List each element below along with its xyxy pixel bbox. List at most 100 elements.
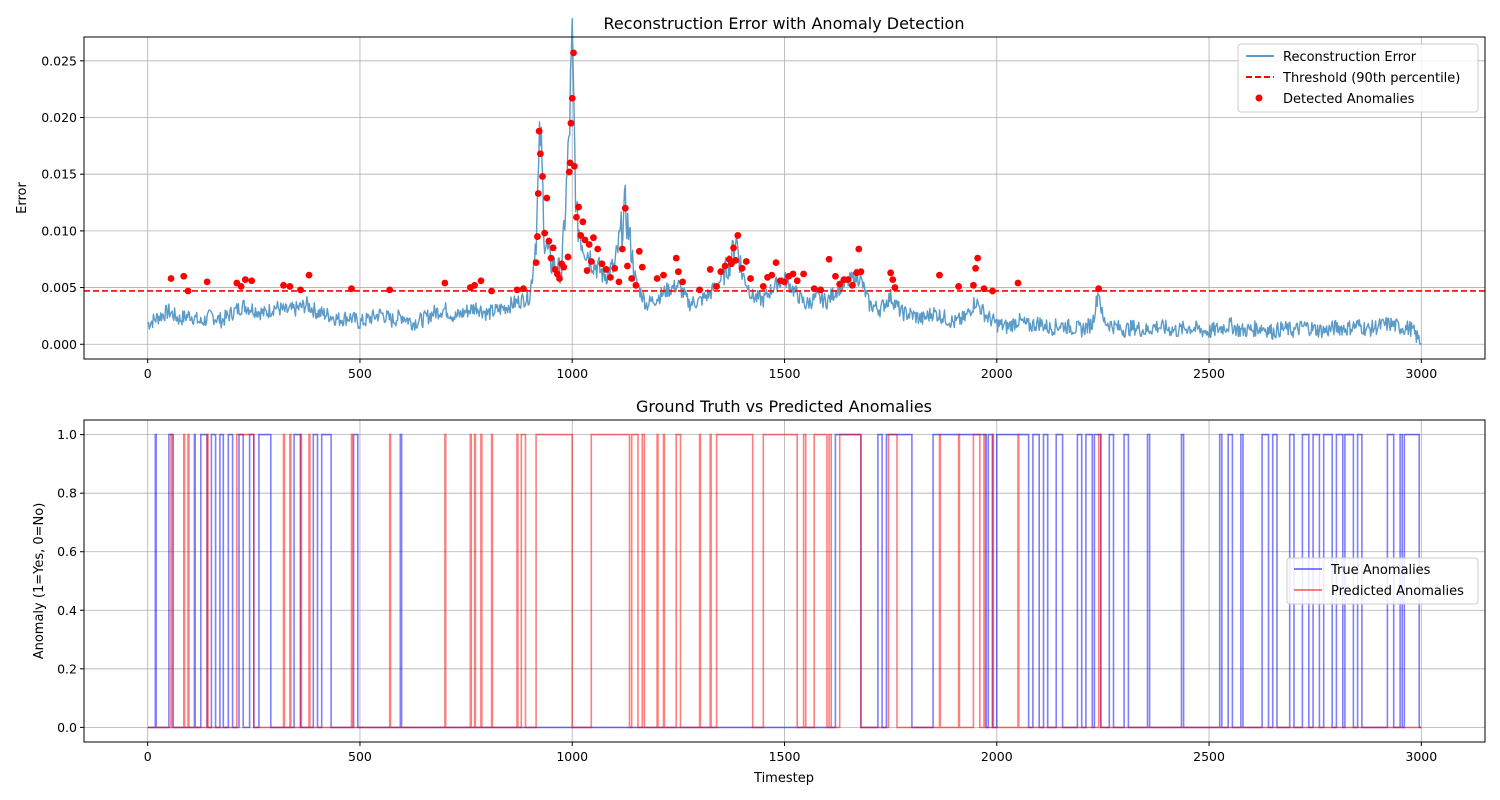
anomaly-point: [989, 287, 996, 295]
anomaly-point: [618, 245, 626, 253]
x-tick-label: 2500: [1193, 749, 1225, 764]
anomaly-point: [477, 277, 485, 285]
x-tick-label: 0: [144, 366, 152, 381]
anomaly-point: [638, 263, 646, 271]
x-tick-label: 1000: [556, 366, 588, 381]
anomaly-point: [305, 271, 313, 279]
anomaly-point: [955, 283, 962, 290]
y-tick-label: 0.005: [41, 280, 77, 295]
anomaly-point: [575, 203, 582, 211]
anomaly-point: [825, 255, 833, 263]
anomaly-point: [587, 258, 595, 265]
chart-title: Ground Truth vs Predicted Anomalies: [636, 397, 932, 416]
chart-title: Reconstruction Error with Anomaly Detect…: [604, 14, 965, 33]
y-axis-label: Error: [15, 182, 30, 214]
anomaly-point: [855, 245, 863, 253]
anomaly-point: [567, 119, 575, 127]
anomaly-point: [590, 234, 597, 242]
anomaly-point: [583, 267, 591, 274]
y-tick-label: 0.2: [57, 661, 77, 676]
anomaly-point: [297, 286, 304, 294]
anomaly-point: [167, 275, 175, 282]
legend-label-true-anomalies: True Anomalies: [1330, 563, 1431, 578]
anomaly-point: [556, 275, 563, 282]
anomaly-point: [800, 270, 808, 278]
anomaly-point: [836, 280, 844, 288]
anomaly-point: [857, 268, 865, 276]
anomaly-point: [635, 247, 643, 255]
anomaly-point: [972, 264, 979, 272]
anomaly-point: [386, 286, 394, 294]
anomaly-point: [203, 278, 211, 286]
anomaly-point: [184, 287, 192, 295]
anomaly-point: [543, 194, 551, 202]
x-tick-label: 1500: [769, 366, 801, 381]
anomaly-point: [844, 276, 852, 284]
anomaly-point: [565, 168, 573, 176]
reconstruction-error-chart: Reconstruction Error with Anomaly Detect…: [15, 14, 1486, 381]
anomaly-point: [532, 259, 540, 267]
anomaly-point: [759, 283, 767, 290]
anomaly-point: [621, 204, 629, 212]
legend: True Anomalies Predicted Anomalies: [1286, 557, 1479, 605]
anomaly-point: [488, 287, 495, 295]
anomaly-point: [781, 278, 788, 286]
anomaly-point: [789, 270, 797, 278]
anomaly-point: [660, 271, 667, 279]
anomaly-point: [541, 229, 549, 237]
anomaly-point: [241, 276, 249, 284]
y-tick-label: 1.0: [57, 427, 77, 442]
legend-label-threshold: Threshold (90th percentile): [1282, 71, 1460, 86]
anomaly-point: [280, 281, 287, 289]
y-tick-label: 0.8: [57, 486, 77, 501]
anomaly-point: [547, 254, 555, 262]
anomaly-point: [889, 276, 897, 284]
anomaly-point: [624, 262, 631, 270]
anomaly-point: [696, 286, 703, 294]
anomaly-point: [628, 275, 636, 282]
anomaly-point: [471, 281, 478, 289]
anomaly-point: [348, 285, 355, 293]
x-tick-label: 500: [348, 366, 372, 381]
anomaly-point: [180, 272, 188, 280]
anomaly-point: [549, 244, 557, 252]
anomaly-point: [632, 281, 640, 289]
x-tick-label: 1000: [556, 749, 588, 764]
anomaly-point: [602, 266, 610, 273]
anomaly-point: [598, 260, 606, 268]
anomaly-point: [742, 258, 750, 265]
y-axis: 0.000 0.005 0.010 0.015 0.020 0.025: [41, 53, 84, 352]
ground-truth-vs-predicted-chart: Ground Truth vs Predicted Anomalies 0 500…: [32, 397, 1486, 786]
anomaly-point: [793, 277, 801, 285]
anomaly-point: [611, 264, 619, 272]
anomaly-point: [974, 254, 982, 262]
anomaly-point: [286, 283, 294, 290]
series-predicted-anomalies: [147, 433, 1422, 729]
y-axis: 0.0 0.2 0.4 0.6 0.8 1.0: [57, 427, 84, 735]
anomaly-point: [534, 233, 541, 240]
plot-area: [84, 18, 1485, 345]
anomaly-point: [570, 162, 578, 170]
anomaly-point: [738, 264, 746, 272]
anomaly-point: [672, 254, 680, 262]
anomaly-point: [539, 173, 546, 180]
y-tick-label: 0.015: [41, 167, 77, 182]
anomaly-point: [713, 283, 720, 290]
anomaly-point: [772, 259, 780, 267]
y-tick-label: 0.010: [41, 223, 77, 238]
legend-label-predicted-anomalies: Predicted Anomalies: [1331, 584, 1464, 599]
anomaly-point: [732, 256, 740, 264]
anomaly-point: [564, 253, 572, 261]
y-tick-label: 0.6: [57, 544, 77, 559]
anomaly-point: [248, 277, 256, 285]
anomaly-point: [849, 281, 856, 289]
anomaly-point: [891, 284, 899, 291]
anomaly-point: [936, 271, 943, 279]
y-tick-label: 0.025: [41, 53, 77, 68]
y-tick-label: 0.020: [41, 110, 77, 125]
x-tick-label: 2500: [1193, 366, 1225, 381]
y-tick-label: 0.000: [41, 337, 77, 352]
anomaly-point: [747, 275, 754, 282]
anomaly-point: [581, 236, 589, 244]
anomaly-point: [730, 244, 737, 252]
